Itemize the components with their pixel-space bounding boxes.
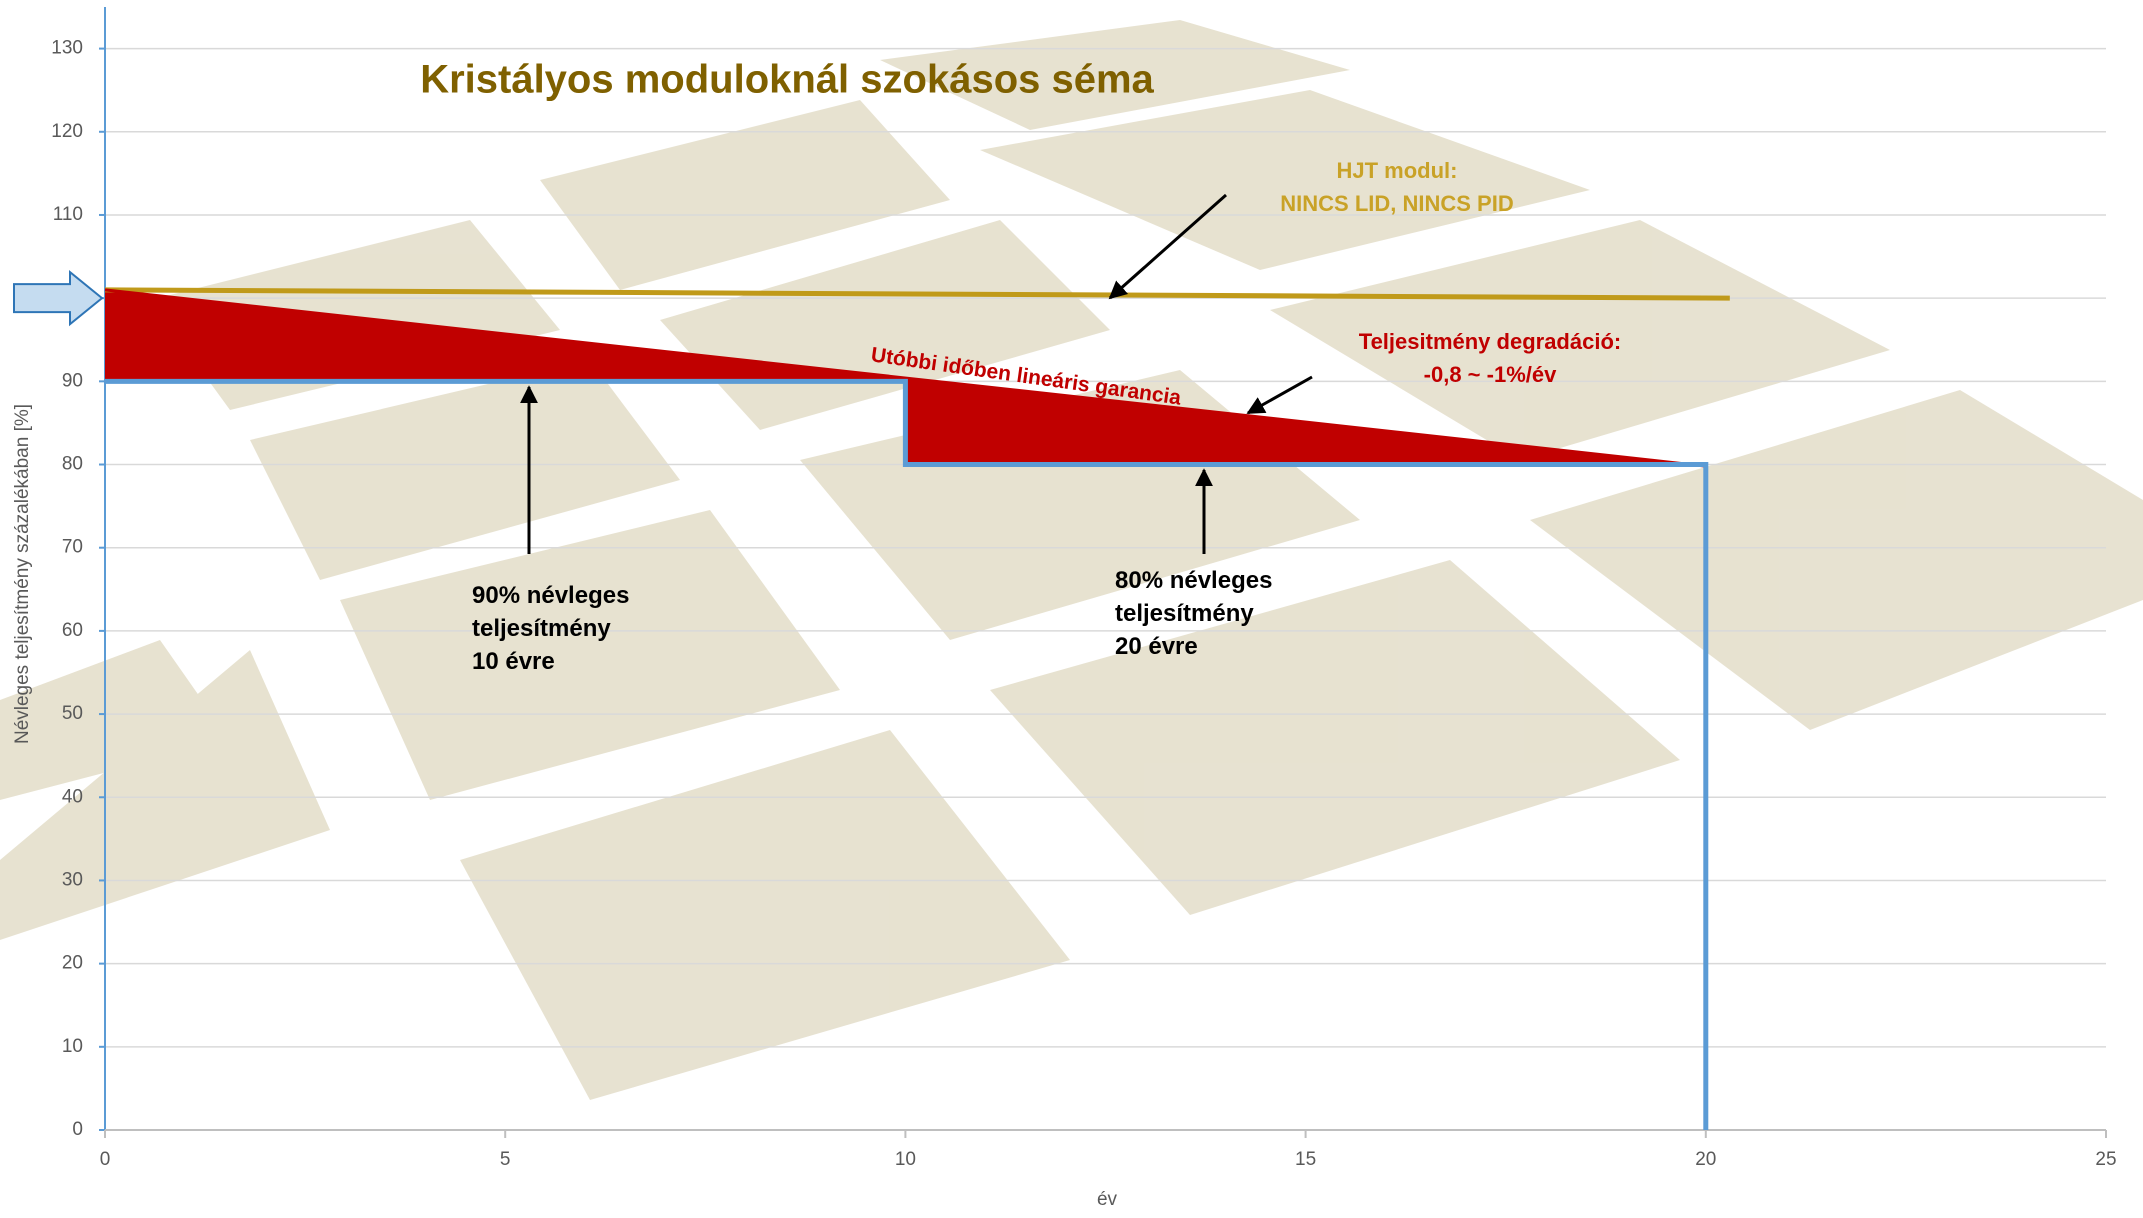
y-tick-label: 10 <box>62 1036 83 1057</box>
x-tick-label: 25 <box>2095 1149 2116 1170</box>
annotation-line: NINCS LID, NINCS PID <box>1280 191 1513 216</box>
annotation-line: 20 évre <box>1115 633 1198 660</box>
reference-arrow <box>13 270 104 327</box>
annotation-line: 90% névleges <box>472 582 629 609</box>
y-tick-label: 30 <box>62 869 83 890</box>
annotation-line: -0,8 ~ -1%/év <box>1424 362 1557 387</box>
background-panels <box>0 20 2143 1100</box>
x-tick-label: 20 <box>1695 1149 1716 1170</box>
annotation-line: 80% névleges <box>1115 567 1272 594</box>
y-tick-label: 110 <box>53 204 83 225</box>
chart-title: Kristályos moduloknál szokásos séma <box>420 58 1154 102</box>
annotation: HJT modul: NINCS LID, NINCS PID <box>1280 158 1513 216</box>
series-line <box>104 288 1706 468</box>
x-tick-label: 0 <box>100 1149 111 1170</box>
x-tick-label: 5 <box>500 1149 511 1170</box>
y-tick-label: 50 <box>62 703 83 724</box>
annotation: 90% névleges teljesítmény 10 évre <box>472 582 629 675</box>
y-tick-label: 0 <box>72 1119 83 1140</box>
annotation-line: HJT modul: <box>1337 158 1458 183</box>
annotation-arrow <box>1108 193 1227 300</box>
y-tick-label: 60 <box>62 620 83 641</box>
y-tick-label: 90 <box>62 370 83 391</box>
y-tick-label: 20 <box>62 953 83 974</box>
annotation: Teljesitmény degradáció: -0,8 ~ -1%/év <box>1359 329 1621 387</box>
y-tick-label: 120 <box>51 121 83 142</box>
y-tick-label: 130 <box>51 38 83 59</box>
series-line <box>104 287 1730 301</box>
annotation-line: Teljesitmény degradáció: <box>1359 329 1621 354</box>
y-tick-label: 70 <box>62 537 83 558</box>
annotation-line: teljesítmény <box>472 615 611 642</box>
x-tick-label: 15 <box>1295 1149 1316 1170</box>
x-axis-label: év <box>1097 1189 1118 1210</box>
y-tick-label: 80 <box>62 454 83 475</box>
y-tick-label: 40 <box>62 786 83 807</box>
annotation: 80% névleges teljesítmény 20 évre <box>1115 567 1272 660</box>
annotation-line: 10 évre <box>472 648 555 675</box>
x-tick-label: 10 <box>895 1149 916 1170</box>
series-line <box>105 378 1709 1130</box>
y-axis-label: Névleges teljesítmény százalékában [%] <box>12 404 33 744</box>
annotation-line: teljesítmény <box>1115 600 1254 627</box>
annotation-arrow <box>1246 375 1313 415</box>
